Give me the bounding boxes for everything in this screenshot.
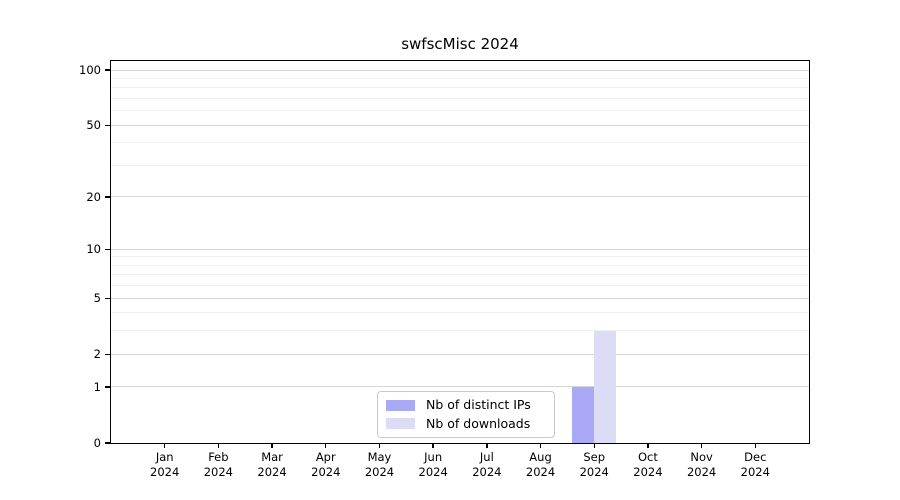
legend-label: Nb of downloads	[426, 415, 531, 431]
y-tick-label: 100	[79, 63, 101, 78]
gridline-minor	[111, 274, 809, 276]
x-tick-label: Feb 2024	[203, 450, 234, 479]
x-tick-label: Jan 2024	[150, 450, 180, 479]
x-tick-label: Jul 2024	[472, 450, 502, 479]
gridline-major	[111, 124, 809, 126]
x-tick-mark	[378, 443, 381, 448]
x-tick-mark	[754, 443, 756, 448]
y-tick-mark	[105, 353, 110, 355]
x-tick-label: Jun 2024	[418, 450, 448, 479]
y-tick-label: 0	[93, 436, 101, 450]
y-tick-label: 1	[93, 379, 101, 394]
gridline-minor	[111, 165, 809, 166]
gridline-minor	[111, 110, 809, 112]
x-tick-label: Dec 2024	[740, 450, 770, 479]
bar-distinct-ips	[572, 387, 595, 443]
gridline-major	[111, 69, 809, 71]
gridline-minor	[111, 330, 809, 332]
x-tick-mark	[325, 443, 327, 448]
y-tick-label: 50	[86, 118, 101, 133]
gridline-minor	[111, 77, 809, 79]
x-tick-mark	[647, 443, 649, 448]
gridline-minor	[111, 98, 809, 100]
x-tick-label: May 2024	[364, 450, 395, 479]
x-tick-label: Oct 2024	[633, 450, 663, 479]
legend-item: Nb of distinct IPs	[386, 398, 546, 412]
x-tick-mark	[593, 443, 595, 448]
legend: Nb of distinct IPs Nb of downloads	[377, 391, 555, 438]
legend-label: Nb of distinct IPs	[426, 397, 531, 413]
gridline-minor	[111, 256, 809, 258]
legend-swatch	[386, 418, 415, 430]
y-tick-label: 20	[86, 189, 101, 204]
x-tick-label: Apr 2024	[311, 450, 341, 479]
gridline-minor	[111, 142, 809, 144]
y-tick-mark	[105, 248, 110, 250]
gridline-major	[111, 386, 809, 388]
x-tick-mark	[163, 443, 166, 448]
y-tick-label: 2	[93, 347, 101, 362]
legend-item: Nb of downloads	[386, 415, 546, 431]
y-tick-mark	[105, 196, 110, 198]
gridline-minor	[111, 312, 809, 314]
x-tick-mark	[486, 443, 488, 448]
y-tick-label: 10	[86, 242, 101, 257]
x-tick-mark	[271, 443, 273, 448]
gridline-major	[111, 196, 809, 198]
bar-downloads	[594, 330, 617, 443]
x-tick-label: Sep 2024	[579, 450, 609, 479]
gridline-major	[111, 353, 809, 355]
x-tick-mark	[539, 443, 542, 448]
chart-title: swfscMisc 2024	[401, 35, 519, 53]
y-tick-label: 5	[93, 291, 101, 306]
x-tick-label: Mar 2024	[257, 450, 287, 479]
y-tick-mark	[105, 69, 110, 71]
gridline-minor	[111, 285, 809, 287]
x-tick-label: Aug 2024	[525, 450, 556, 479]
gridline-minor	[111, 87, 809, 89]
y-tick-mark	[105, 386, 110, 388]
gridline-major	[111, 248, 809, 250]
y-tick-mark	[105, 124, 110, 126]
x-tick-mark	[217, 443, 220, 448]
x-tick-label: Nov 2024	[686, 450, 717, 479]
x-tick-mark	[700, 443, 703, 448]
y-tick-mark	[105, 297, 110, 299]
y-tick-mark	[105, 442, 110, 444]
gridline-major	[111, 297, 809, 299]
legend-swatch	[386, 399, 415, 411]
x-tick-mark	[432, 443, 434, 448]
gridline-minor	[111, 264, 809, 266]
plot-area	[110, 60, 810, 444]
